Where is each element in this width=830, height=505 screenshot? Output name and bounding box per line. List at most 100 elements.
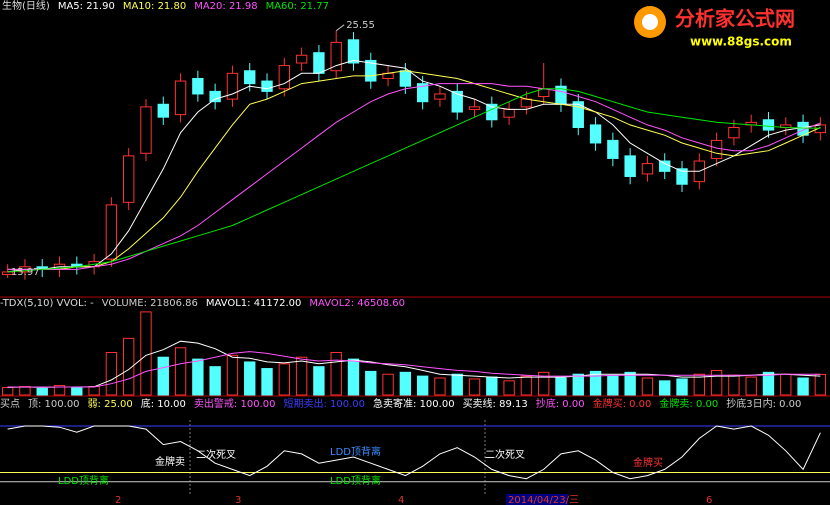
candle-body: [226, 72, 239, 100]
legend-entry: 急卖寄准: 100.00: [373, 397, 455, 410]
volume-bar: [313, 366, 325, 396]
volume-bar: [278, 363, 290, 396]
volume-bar: [140, 311, 152, 396]
volume-bar: [19, 386, 31, 396]
candle-body: [244, 70, 256, 85]
mavol-line: [7, 340, 821, 388]
candle-body: [434, 93, 446, 100]
volume-bar: [71, 386, 83, 396]
legend-entry: 买卖线: 89.13: [463, 397, 528, 410]
volume-bar: [382, 373, 394, 396]
legend-entry: MAVOL1: 41172.00: [206, 298, 302, 309]
candle-body: [468, 106, 481, 110]
volume-bar: [434, 377, 446, 396]
legend-entry: 底: 10.00: [141, 397, 186, 410]
volume-bar: [503, 380, 515, 396]
volume-bar: [780, 373, 792, 396]
volume-bar: [555, 377, 567, 396]
x-tick-label: 3: [235, 495, 241, 505]
volume-bar: [641, 377, 654, 396]
volume-bar: [572, 373, 584, 396]
volume-bar: [261, 368, 273, 396]
legend-entry: 金牌卖: 0.00: [659, 397, 718, 410]
volume-bar: [174, 347, 187, 396]
ma-line: [7, 59, 821, 273]
volume-bar: [226, 354, 239, 396]
candle-body: [313, 52, 325, 74]
volume-bar: [607, 375, 619, 396]
candle-body: [261, 80, 273, 92]
candle-body: [399, 70, 412, 87]
candle-body: [192, 77, 204, 95]
candle-body: [157, 103, 169, 118]
legend-entry: MA10: 21.80: [123, 1, 186, 12]
volume-bar: [762, 371, 775, 396]
signal-annotation: 金牌卖: [155, 455, 185, 468]
volume-bar: [244, 361, 256, 396]
volume-bar: [330, 352, 342, 396]
legend-entry: VOLUME: 21806.86: [102, 298, 198, 309]
volume-bar: [295, 356, 308, 396]
signal-line: [7, 425, 821, 480]
candle-body: [123, 155, 135, 203]
candle-body: [416, 83, 429, 103]
candle-body: [710, 139, 723, 159]
volume-bar: [53, 385, 66, 396]
volume-bar: [589, 370, 602, 396]
candle-body: [295, 54, 308, 64]
candle-body: [676, 168, 688, 185]
candle-body: [140, 106, 152, 154]
volume-bar: [451, 373, 463, 396]
candle-body: [624, 155, 636, 178]
volume-bar: [728, 374, 740, 396]
volume-bar: [88, 386, 100, 396]
low-label: 15.97: [11, 267, 40, 278]
candle-body: [607, 139, 619, 159]
candle-body: [641, 163, 654, 175]
legend-entry: 短期卖出: 100.00: [283, 397, 365, 410]
volume-bar: [624, 371, 636, 396]
volume-bar: [659, 380, 671, 396]
volume-bar: [399, 371, 412, 396]
legend-entry: 抄底3日内: 0.00: [726, 397, 801, 410]
x-tick-label: 6: [706, 495, 712, 505]
volume-bar: [157, 356, 169, 396]
signal-annotation: LDD顶背离: [330, 445, 381, 458]
volume-bar: [520, 375, 533, 396]
legend-entry: 抄底: 0.00: [536, 397, 585, 410]
candle-body: [365, 59, 377, 82]
legend-entry: 金牌买: 0.00: [593, 397, 652, 410]
legend-entry: 弱: 25.00: [88, 398, 133, 410]
legend-entry: 卖出警戒: 100.00: [194, 397, 276, 410]
volume-bar: [710, 369, 723, 396]
volume-bar: [693, 373, 705, 396]
candle-body: [572, 101, 584, 128]
logo-url: www.88gs.com: [690, 35, 792, 49]
volume-bar: [1, 386, 14, 396]
candle-body: [503, 108, 515, 118]
volume-bar: [676, 378, 688, 396]
ma-line: [7, 70, 821, 270]
x-tick-label: 2014/04/23/三: [508, 495, 579, 505]
candle-body: [762, 119, 775, 131]
signal-annotation: LDD顶背离: [330, 474, 381, 487]
volume-bar: [36, 387, 48, 396]
signal-annotation: 二次死叉: [196, 448, 236, 461]
candle-body: [105, 204, 118, 260]
candle-body: [330, 41, 342, 72]
volume-bar: [486, 376, 498, 396]
volume-bar: [797, 377, 809, 396]
candle-body: [209, 90, 221, 103]
legend-entry: MA20: 21.98: [194, 1, 257, 12]
signal-annotation: 二次死叉: [485, 448, 525, 461]
volume-bar: [745, 376, 757, 396]
candle-body: [659, 160, 671, 172]
legend-entry: 顶: 100.00: [28, 398, 80, 410]
candle-body: [520, 98, 533, 108]
x-tick-label: 4: [398, 495, 404, 505]
logo-title: 分析家公式网: [675, 7, 795, 31]
candle-body: [174, 80, 187, 116]
legend-entry: 生物(日线): [2, 0, 50, 12]
candle-body: [589, 124, 602, 144]
